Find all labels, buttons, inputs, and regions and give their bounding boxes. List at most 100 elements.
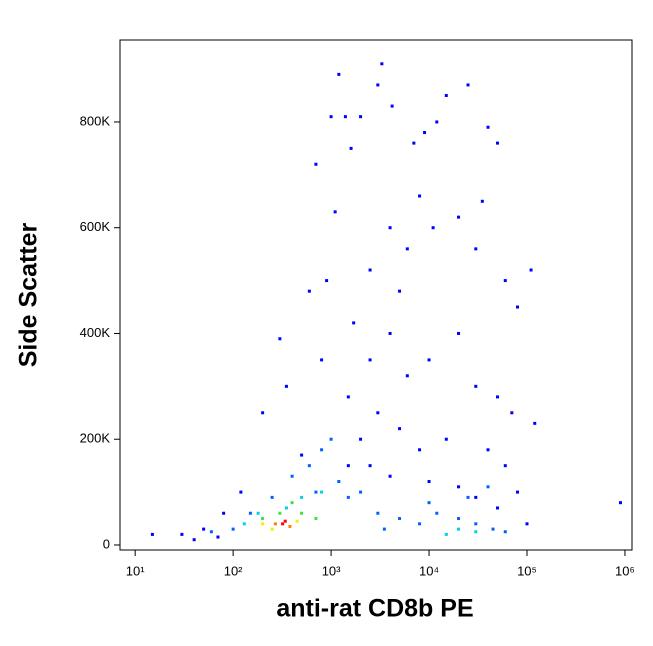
data-point — [180, 532, 184, 536]
data-point — [486, 485, 490, 489]
data-point — [457, 527, 461, 531]
data-point — [435, 120, 439, 124]
data-point — [398, 427, 402, 431]
data-point — [474, 522, 478, 526]
data-point — [314, 517, 318, 521]
data-point — [359, 115, 363, 119]
data-point — [222, 511, 226, 515]
data-point — [295, 519, 299, 523]
data-point — [405, 374, 409, 378]
data-point — [329, 437, 333, 441]
data-point — [431, 226, 435, 230]
data-point — [618, 501, 622, 505]
data-point — [388, 226, 392, 230]
data-point — [300, 453, 304, 457]
data-point — [457, 331, 461, 335]
data-point — [325, 279, 329, 283]
y-tick-label: 400K — [80, 325, 111, 340]
data-point — [457, 215, 461, 219]
data-point — [261, 522, 265, 526]
data-point — [376, 411, 380, 415]
data-point — [525, 522, 529, 526]
data-point — [398, 289, 402, 293]
data-point — [444, 437, 448, 441]
data-point — [290, 501, 294, 505]
data-point — [480, 199, 484, 203]
y-tick-label: 200K — [80, 431, 111, 446]
data-point — [388, 331, 392, 335]
data-point — [314, 490, 318, 494]
data-point — [390, 104, 394, 108]
data-point — [368, 464, 372, 468]
data-point — [427, 480, 431, 484]
data-point — [368, 268, 372, 272]
x-axis-title: anti-rat CD8b PE — [276, 595, 473, 623]
data-point — [320, 358, 324, 362]
data-point — [427, 501, 431, 505]
data-point — [290, 474, 294, 478]
data-point — [329, 115, 333, 119]
data-point — [270, 527, 274, 531]
data-point — [466, 495, 470, 499]
data-point — [343, 115, 347, 119]
data-point — [284, 506, 288, 510]
x-tick-label: 10³ — [322, 563, 341, 578]
data-point — [300, 495, 304, 499]
data-point — [427, 358, 431, 362]
data-point — [307, 289, 311, 293]
data-point — [300, 511, 304, 515]
data-point — [380, 62, 384, 66]
data-point — [474, 247, 478, 251]
data-point — [337, 72, 341, 76]
y-axis-title: Side Scatter — [15, 222, 43, 367]
data-point — [239, 490, 243, 494]
data-point — [346, 495, 350, 499]
data-point — [359, 490, 363, 494]
data-point — [209, 530, 213, 534]
data-point — [281, 522, 285, 526]
y-tick-label: 800K — [80, 113, 111, 128]
data-point — [216, 535, 220, 539]
data-point — [510, 411, 514, 415]
y-tick-label: 600K — [80, 219, 111, 234]
data-point — [496, 141, 500, 145]
data-point — [388, 474, 392, 478]
data-point — [496, 395, 500, 399]
data-point — [192, 538, 196, 542]
data-point — [242, 522, 246, 526]
data-point — [346, 395, 350, 399]
data-point — [337, 480, 341, 484]
data-point — [202, 527, 206, 531]
data-point — [248, 511, 252, 515]
data-point — [529, 268, 533, 272]
data-point — [444, 532, 448, 536]
data-point — [418, 522, 422, 526]
data-point — [273, 522, 277, 526]
data-point — [418, 448, 422, 452]
data-point — [359, 437, 363, 441]
data-point — [405, 247, 409, 251]
data-point — [412, 141, 416, 145]
x-tick-label: 10⁵ — [517, 563, 537, 578]
data-point — [349, 146, 353, 150]
data-point — [270, 495, 274, 499]
data-point — [314, 162, 318, 166]
data-point — [503, 464, 507, 468]
data-point — [474, 384, 478, 388]
data-point — [457, 485, 461, 489]
data-point — [376, 83, 380, 87]
data-point — [333, 210, 337, 214]
data-point — [423, 131, 427, 135]
data-point — [466, 83, 470, 87]
data-point — [503, 279, 507, 283]
data-point — [231, 527, 235, 531]
data-point — [444, 94, 448, 98]
data-point — [376, 511, 380, 515]
x-tick-label: 10² — [224, 563, 243, 578]
data-point — [278, 337, 282, 341]
data-point — [261, 517, 265, 521]
data-point — [284, 384, 288, 388]
data-point — [320, 490, 324, 494]
data-point — [516, 305, 520, 309]
